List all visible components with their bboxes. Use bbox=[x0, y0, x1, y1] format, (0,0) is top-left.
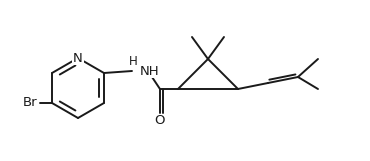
Text: O: O bbox=[155, 114, 165, 128]
Text: N: N bbox=[73, 52, 83, 65]
Text: Br: Br bbox=[23, 96, 37, 109]
Text: H: H bbox=[129, 55, 137, 67]
Text: NH: NH bbox=[140, 65, 159, 77]
